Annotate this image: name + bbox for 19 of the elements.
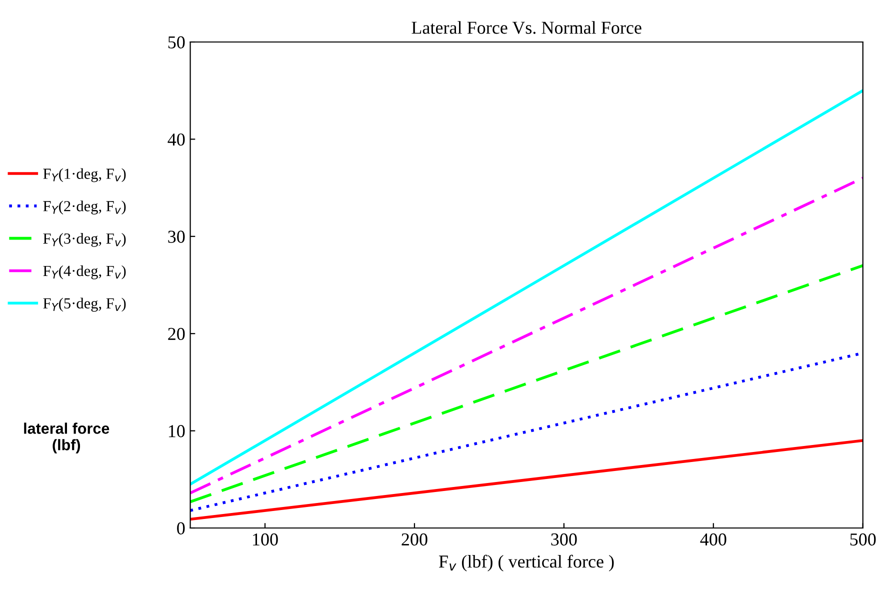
chart-title: Lateral Force Vs. Normal Force — [412, 21, 642, 34]
x-tick-label: 300 — [551, 533, 577, 546]
x-tick-label: 100 — [253, 533, 278, 546]
y-tick-label: 0 — [177, 522, 185, 534]
x-tick-label: 400 — [700, 533, 726, 546]
y-tick-label: 10 — [168, 425, 185, 438]
y-tick-label: 40 — [168, 133, 185, 146]
legend-label: F$_{Y}$(2·deg, F$_{v}$) — [43, 200, 126, 214]
x-tick-label: 200 — [402, 533, 428, 546]
x-axis-title: F$_{v}$ (lbf) ( vertical force ) — [438, 554, 614, 572]
y-tick-label: 50 — [168, 36, 185, 48]
y-tick-label: 30 — [168, 230, 185, 243]
legend-label: F$_{Y}$(5·deg, F$_{v}$) — [43, 298, 126, 312]
legend-label: F$_{Y}$(4·deg, F$_{v}$) — [43, 265, 126, 280]
legend-label: F$_{Y}$(3·deg, F$_{v}$) — [43, 232, 126, 247]
x-tick-label: 500 — [850, 533, 876, 546]
legend-label: F$_{Y}$(1·deg, F$_{v}$) — [43, 168, 126, 182]
y-tick-label: 20 — [168, 328, 185, 340]
y-axis-title: lateral force (lbf) — [24, 422, 110, 454]
